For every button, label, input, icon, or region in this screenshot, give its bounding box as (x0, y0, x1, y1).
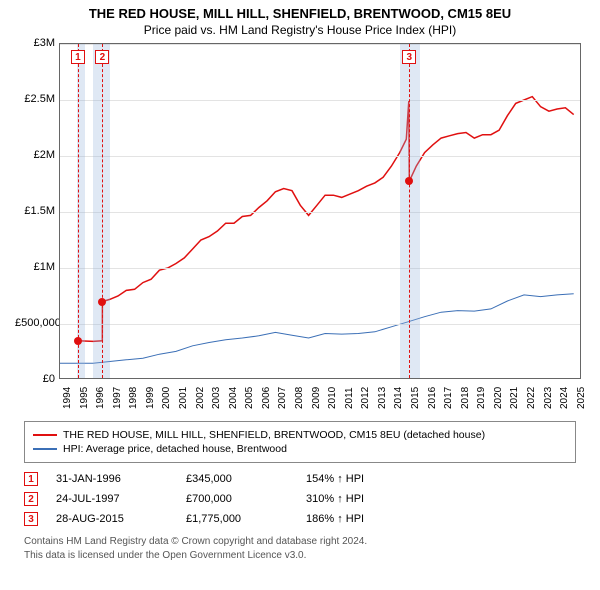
x-tick-label: 1994 (62, 387, 73, 409)
legend-item: THE RED HOUSE, MILL HILL, SHENFIELD, BRE… (33, 428, 567, 442)
event-vline (78, 44, 79, 378)
y-tick-label: £1.5M (15, 205, 55, 217)
event-price: £1,775,000 (186, 513, 306, 525)
event-badge: 3 (24, 512, 38, 526)
attribution-line2: This data is licensed under the Open Gov… (24, 549, 576, 563)
x-tick-label: 2010 (327, 387, 338, 409)
legend-swatch (33, 434, 57, 436)
legend-swatch (33, 448, 57, 450)
event-price: £345,000 (186, 473, 306, 485)
series-marker (405, 177, 413, 185)
highlight-band (93, 44, 110, 378)
event-date: 28-AUG-2015 (56, 513, 186, 525)
legend-item: HPI: Average price, detached house, Bren… (33, 442, 567, 456)
x-tick-label: 2023 (543, 387, 554, 409)
x-tick-label: 1997 (112, 387, 123, 409)
x-tick-label: 2007 (277, 387, 288, 409)
x-tick-label: 2015 (410, 387, 421, 409)
y-tick-label: £500,000 (15, 317, 55, 329)
plot-area: 12 3 (59, 43, 581, 379)
event-date: 31-JAN-1996 (56, 473, 186, 485)
x-tick-label: 2021 (509, 387, 520, 409)
x-axis: 1994 1995 1996 1997 1998 1999 2000 2001 2002 2003… (59, 379, 581, 413)
x-tick-label: 2024 (559, 387, 570, 409)
chart-container: { "title": "THE RED HOUSE, MILL HILL, SH… (0, 0, 600, 590)
x-tick-label: 2011 (344, 387, 355, 409)
x-tick-label: 2014 (393, 387, 404, 409)
event-table: 1 31-JAN-1996£345,000154% ↑ HPI 2 24-JUL-19… (24, 469, 576, 529)
x-tick-label: 2008 (294, 387, 305, 409)
series-marker (98, 298, 106, 306)
event-price: £700,000 (186, 493, 306, 505)
x-tick-label: 2016 (427, 387, 438, 409)
x-tick-label: 2020 (493, 387, 504, 409)
attribution: Contains HM Land Registry data © Crown c… (24, 535, 576, 562)
y-tick-label: £0 (15, 373, 55, 385)
y-tick-label: £2.5M (15, 93, 55, 105)
legend-label: HPI: Average price, detached house, Bren… (63, 443, 287, 455)
x-tick-label: 2009 (311, 387, 322, 409)
chart-area: £0£500,000£1M£1.5M£2M£2.5M£3M 123 199419… (15, 43, 585, 413)
y-tick-label: £3M (15, 37, 55, 49)
x-tick-label: 2022 (526, 387, 537, 409)
event-marker-badge: 1 (71, 50, 85, 64)
x-tick-label: 2025 (576, 387, 587, 409)
event-pct: 186% ↑ HPI (306, 513, 364, 525)
chart-subtitle: Price paid vs. HM Land Registry's House … (0, 21, 600, 43)
y-tick-label: £2M (15, 149, 55, 161)
event-row: 1 31-JAN-1996£345,000154% ↑ HPI (24, 469, 576, 489)
x-tick-label: 2006 (261, 387, 272, 409)
x-tick-label: 2018 (460, 387, 471, 409)
x-tick-label: 1996 (95, 387, 106, 409)
event-vline (102, 44, 103, 378)
y-tick-label: £1M (15, 261, 55, 273)
series-marker (74, 337, 82, 345)
event-badge: 2 (24, 492, 38, 506)
event-vline (409, 44, 410, 378)
event-badge: 1 (24, 472, 38, 486)
event-pct: 310% ↑ HPI (306, 493, 364, 505)
series-hpi (60, 294, 574, 363)
x-tick-label: 1995 (79, 387, 90, 409)
x-tick-label: 2004 (228, 387, 239, 409)
x-tick-label: 2012 (360, 387, 371, 409)
event-row: 2 24-JUL-1997£700,000310% ↑ HPI (24, 489, 576, 509)
x-tick-label: 2001 (178, 387, 189, 409)
event-row: 3 28-AUG-2015£1,775,000186% ↑ HPI (24, 509, 576, 529)
chart-title: THE RED HOUSE, MILL HILL, SHENFIELD, BRE… (0, 0, 600, 21)
attribution-line1: Contains HM Land Registry data © Crown c… (24, 535, 576, 549)
event-pct: 154% ↑ HPI (306, 473, 364, 485)
x-tick-label: 2003 (211, 387, 222, 409)
legend-label: THE RED HOUSE, MILL HILL, SHENFIELD, BRE… (63, 429, 485, 441)
x-tick-label: 2000 (161, 387, 172, 409)
event-date: 24-JUL-1997 (56, 493, 186, 505)
x-tick-label: 2013 (377, 387, 388, 409)
x-tick-label: 1998 (128, 387, 139, 409)
legend: THE RED HOUSE, MILL HILL, SHENFIELD, BRE… (24, 421, 576, 463)
x-tick-label: 2017 (443, 387, 454, 409)
x-tick-label: 2005 (244, 387, 255, 409)
x-tick-label: 2019 (476, 387, 487, 409)
x-tick-label: 2002 (195, 387, 206, 409)
x-tick-label: 1999 (145, 387, 156, 409)
event-marker-badge: 3 (402, 50, 416, 64)
event-marker-badge: 2 (95, 50, 109, 64)
